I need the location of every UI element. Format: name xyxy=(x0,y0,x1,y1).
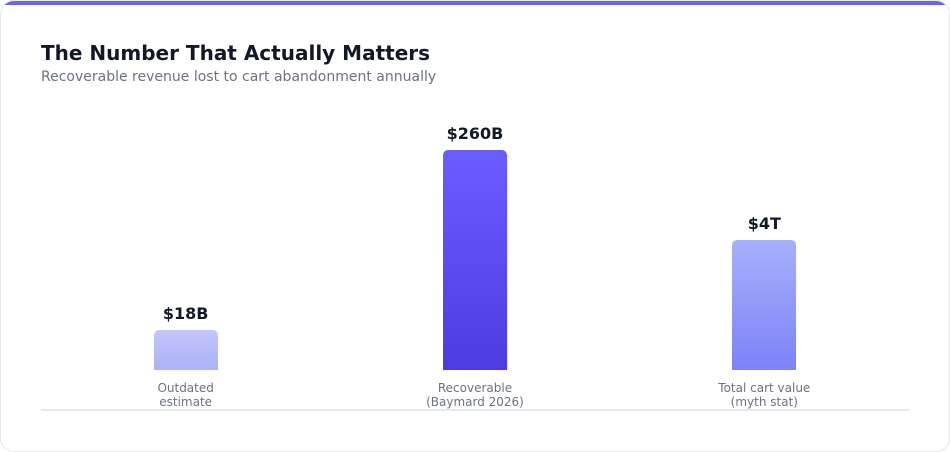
columns: $18B Outdated estimate $260B Recoverable (B… xyxy=(41,111,909,411)
column: $4T Total cart value (myth stat) xyxy=(620,111,909,411)
category-label: Recoverable (Baymard 2026) xyxy=(426,381,524,409)
value-label: $18B xyxy=(162,304,209,323)
category-label: Total cart value (myth stat) xyxy=(718,381,811,409)
title: The Number That Actually Matters xyxy=(41,41,431,65)
accent-bar xyxy=(1,1,949,5)
bar xyxy=(442,150,507,370)
value-label: $260B xyxy=(446,124,504,143)
column: $18B Outdated estimate xyxy=(41,111,330,411)
value-label: $4T xyxy=(747,214,781,233)
subtitle: Recoverable revenue lost to cart abandon… xyxy=(41,69,437,85)
baseline xyxy=(41,409,909,411)
column: $260B Recoverable (Baymard 2026) xyxy=(330,111,619,411)
bar xyxy=(153,330,218,370)
category-label: Outdated estimate xyxy=(157,381,214,409)
bar xyxy=(732,240,797,370)
